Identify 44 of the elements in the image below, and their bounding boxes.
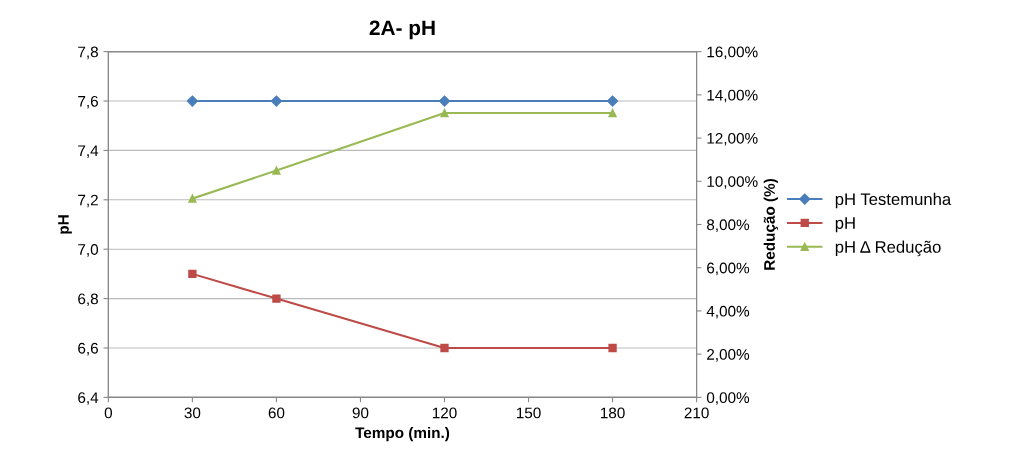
legend-label: pH Testemunha (835, 192, 952, 209)
point (608, 343, 617, 353)
y2-tick-label: 4,00% (706, 305, 750, 319)
point (608, 108, 617, 118)
legend-label: pH Δ Redução (835, 240, 941, 257)
point (270, 95, 283, 107)
y2-tick-label: 8,00% (706, 219, 750, 232)
y-axis-title: pH (58, 215, 72, 234)
x-tick-label: 120 (432, 407, 457, 419)
x-axis-title: Tempo (min.) (355, 426, 450, 442)
y-tick-label: 7,0 (78, 244, 99, 257)
x-tick-label: 180 (600, 407, 625, 419)
y-tick-label: 7,2 (78, 194, 98, 208)
chart-title: 2A- pH (369, 20, 435, 40)
point (186, 95, 198, 107)
y-tick-label: 7,4 (78, 145, 99, 158)
y-tick-label: 7,6 (78, 95, 98, 109)
y2-tick-label: 6,00% (707, 262, 750, 276)
y2-tick-label: 2,00% (707, 349, 750, 362)
y2-tick-label: 14,00% (707, 89, 758, 103)
x-tick-label: 60 (268, 407, 285, 419)
x-tick-label: 150 (516, 407, 541, 419)
x-tick-label: 210 (684, 407, 709, 419)
point (606, 95, 619, 107)
point (188, 194, 197, 203)
y-tick-label: 6,8 (78, 293, 98, 307)
y2-tick-label: 10,00% (707, 176, 758, 189)
y2-tick-label: 16,00% (707, 46, 758, 60)
y2-axis-title: Redução (%) (763, 178, 778, 270)
x-tick-label: 30 (184, 407, 201, 419)
point (438, 95, 451, 107)
point (440, 108, 449, 118)
legend-label: pH (835, 217, 855, 233)
x-tick-label: 0 (104, 407, 113, 419)
y2-tick-label: 12,00% (707, 132, 758, 146)
point (440, 343, 449, 353)
point (272, 166, 281, 175)
point (188, 269, 197, 279)
y2-tick-label: 0,00% (706, 392, 750, 405)
x-tick-label: 90 (352, 407, 369, 419)
point (272, 294, 281, 303)
y-tick-label: 7,8 (78, 46, 98, 60)
y-tick-label: 6,4 (78, 392, 99, 405)
y-tick-label: 6,6 (78, 342, 98, 356)
